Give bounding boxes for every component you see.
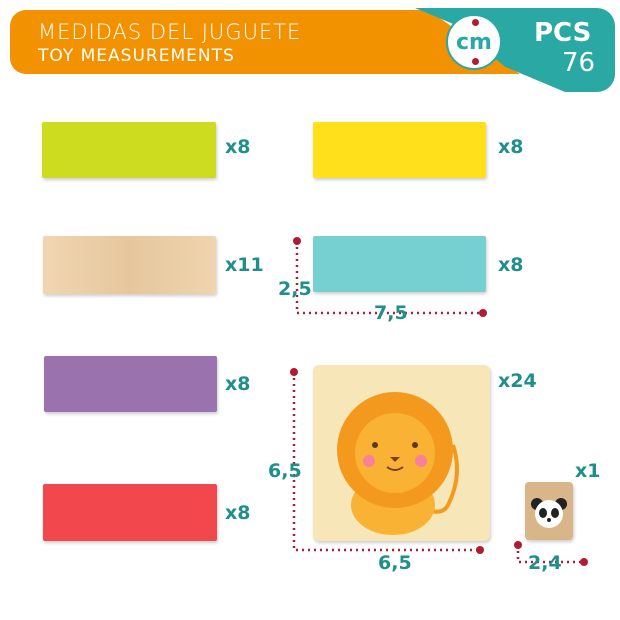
dim-dice-side: 2,4: [528, 552, 562, 574]
qty-red: x8: [225, 502, 251, 524]
dot-icon: [472, 19, 479, 26]
dim-block-height: 2,5: [278, 278, 312, 300]
dot-icon: [472, 58, 479, 65]
qty-lion-card: x24: [498, 370, 537, 392]
qty-dice: x1: [575, 460, 601, 482]
panda-dice: [525, 482, 573, 540]
qty-teal: x8: [498, 254, 524, 276]
yellow-block: [313, 122, 486, 178]
title-es: MEDIDAS DEL JUGUETE: [38, 20, 302, 44]
qty-yellow: x8: [498, 136, 524, 158]
wood-block: [43, 236, 216, 294]
lime-block: [42, 122, 216, 178]
header-banner: [10, 10, 520, 74]
teal-block: [313, 236, 486, 292]
panda-icon: [531, 498, 567, 528]
dim-card-width: 6,5: [378, 552, 412, 574]
red-block: [43, 484, 217, 541]
purple-block: [44, 356, 217, 412]
dim-card-height: 6,5: [268, 460, 302, 482]
cm-icon: cm: [446, 14, 502, 70]
qty-lime: x8: [225, 136, 251, 158]
unit-label: cm: [456, 29, 492, 55]
lion-illustration: [337, 392, 459, 535]
pcs-count: 76: [562, 48, 596, 78]
title-en: TOY MEASUREMENTS: [38, 46, 235, 66]
qty-purple: x8: [225, 373, 251, 395]
pcs-label: PCS: [534, 18, 592, 48]
dim-block-width: 7,5: [374, 302, 408, 324]
lion-card: [313, 365, 490, 541]
qty-wood: x11: [225, 254, 264, 276]
